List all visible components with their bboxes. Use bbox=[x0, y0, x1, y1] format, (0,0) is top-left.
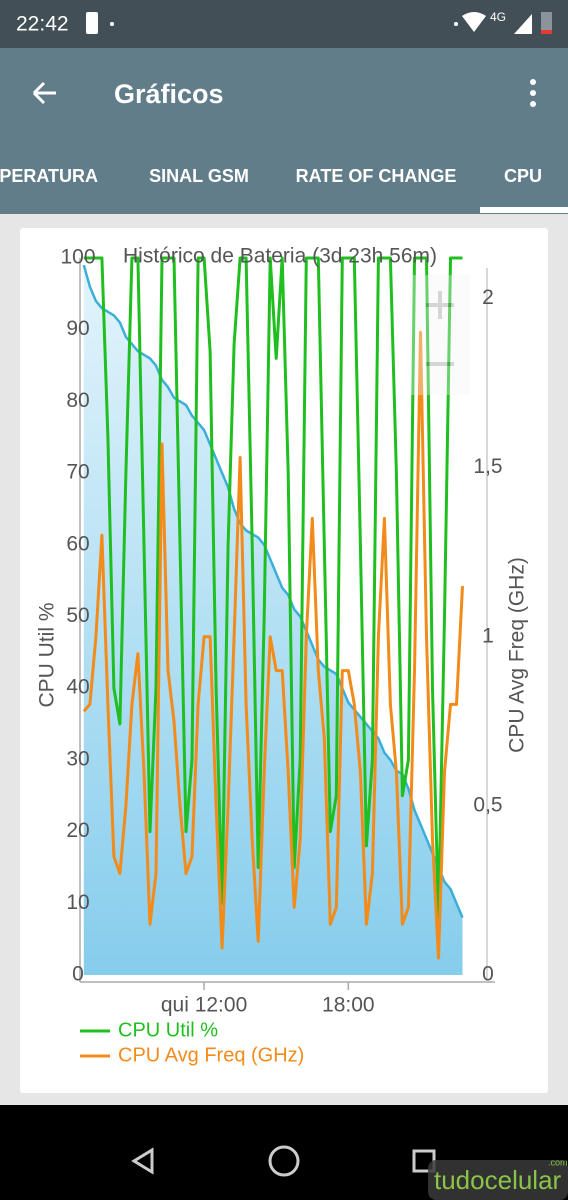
tab[interactable]: CPU bbox=[504, 166, 542, 186]
y-axis-label: CPU Util % bbox=[36, 602, 59, 707]
tab[interactable]: TEMPERATURA bbox=[0, 166, 98, 186]
status-bar bbox=[0, 0, 568, 48]
battery-icon bbox=[541, 12, 552, 34]
signal-icon bbox=[514, 14, 532, 34]
legend-label: CPU Avg Freq (GHz) bbox=[118, 1044, 304, 1066]
x-tick-label: 18:00 bbox=[322, 994, 375, 1017]
y-tick-label: 40 bbox=[66, 676, 89, 699]
y2-tick-label: 1,5 bbox=[473, 455, 502, 478]
nav-back[interactable] bbox=[131, 1147, 154, 1175]
y-tick-label: 100 bbox=[60, 246, 95, 269]
zoom-out-button[interactable] bbox=[410, 335, 470, 395]
zoom-in-button[interactable] bbox=[410, 275, 470, 335]
nav-home[interactable] bbox=[268, 1145, 300, 1177]
y-tick-label: 20 bbox=[66, 819, 89, 842]
app-title: Gráficos bbox=[114, 79, 224, 109]
battery-level bbox=[541, 30, 552, 34]
y2-tick-label: 1 bbox=[482, 624, 494, 647]
x-tick-label: qui 12:00 bbox=[161, 994, 247, 1017]
y-tick-label: 50 bbox=[66, 604, 89, 627]
y-tick-label: 80 bbox=[66, 389, 89, 412]
y2-tick-label: 2 bbox=[482, 286, 494, 309]
y2-tick-label: 0,5 bbox=[473, 793, 502, 816]
y2-axis-label: CPU Avg Freq (GHz) bbox=[506, 557, 529, 753]
chart-title: Histórico de Bateria (3d 23h 56m) bbox=[123, 245, 437, 268]
back-button[interactable] bbox=[32, 81, 56, 105]
app-bar bbox=[0, 48, 568, 214]
series-line bbox=[82, 330, 464, 960]
legend-label: CPU Util % bbox=[118, 1019, 218, 1041]
battery-alert-icon bbox=[86, 12, 98, 34]
series-line bbox=[83, 256, 463, 920]
notification-dot bbox=[110, 22, 114, 26]
tab[interactable]: RATE OF CHANGE bbox=[296, 166, 457, 186]
watermark: tudocelular bbox=[434, 1165, 562, 1195]
y-tick-label: 70 bbox=[66, 461, 89, 484]
y-tick-label: 90 bbox=[66, 317, 89, 340]
tab[interactable]: SINAL GSM bbox=[149, 166, 249, 186]
y-tick-label: 30 bbox=[66, 747, 89, 770]
y-tick-label: 0 bbox=[72, 963, 84, 986]
legend: CPU Util % CPU Avg Freq (GHz) bbox=[80, 1019, 304, 1066]
y-tick-label: 10 bbox=[66, 891, 89, 914]
watermark-suffix: .com bbox=[548, 1157, 568, 1167]
plot bbox=[82, 256, 464, 975]
wifi-icon bbox=[462, 12, 486, 32]
watermark-box bbox=[428, 1160, 568, 1200]
tab-indicator bbox=[480, 207, 568, 213]
menu-button[interactable] bbox=[530, 79, 536, 107]
y-tick-label: 60 bbox=[66, 532, 89, 555]
y2-tick-label: 0 bbox=[482, 963, 494, 986]
notification-dot bbox=[454, 22, 458, 26]
series-line bbox=[82, 264, 464, 919]
status-time: 22:42 bbox=[16, 13, 69, 36]
network-type: 4G bbox=[490, 10, 506, 24]
